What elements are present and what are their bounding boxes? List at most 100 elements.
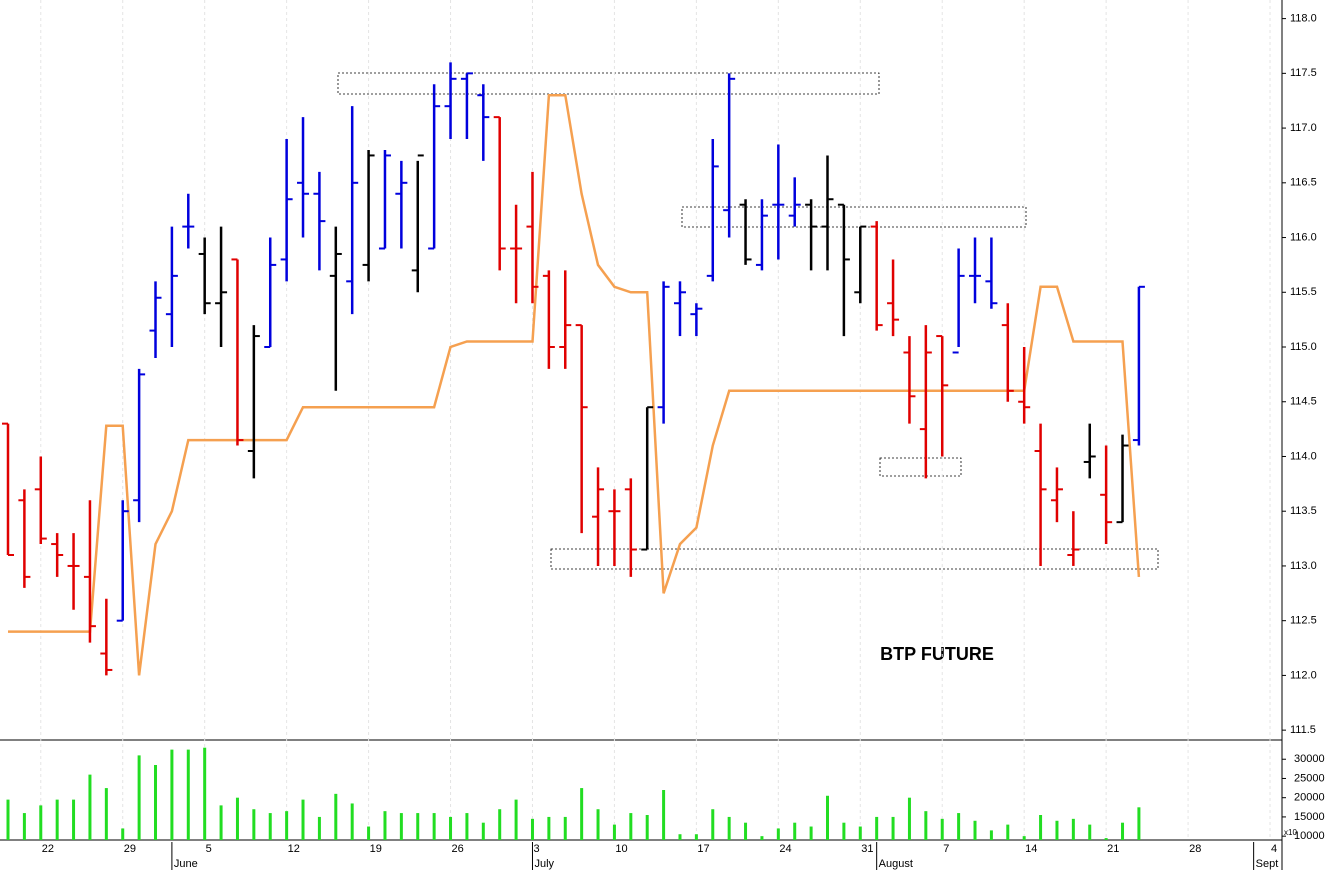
- volume-bar: [645, 815, 649, 840]
- volume-bar: [809, 826, 813, 840]
- volume-bar: [678, 834, 682, 840]
- y-tick-label: 116.5: [1290, 177, 1317, 189]
- volume-bar: [760, 836, 764, 840]
- x-tick-label: 29: [124, 843, 136, 855]
- x-tick-label: 4: [1271, 843, 1277, 855]
- volume-bar: [989, 830, 993, 840]
- x-tick-label: 7: [943, 843, 949, 855]
- volume-bar: [776, 828, 780, 840]
- volume-bar: [367, 826, 371, 840]
- volume-bar: [154, 765, 158, 840]
- y-tick-label: 117.5: [1290, 67, 1317, 79]
- volume-bar: [137, 755, 141, 840]
- volume-bar: [662, 790, 666, 840]
- volume-bar: [629, 813, 633, 840]
- x-tick-label: 12: [288, 843, 300, 855]
- month-label: August: [879, 858, 913, 870]
- y-tick-label: 115.0: [1290, 341, 1317, 353]
- x-tick-label: 5: [206, 843, 212, 855]
- y-tick-label: 113.0: [1290, 560, 1317, 572]
- x-tick-label: 22: [42, 843, 54, 855]
- indicator-line: [8, 93, 1141, 676]
- volume-bar: [186, 749, 190, 840]
- volume-bar: [301, 799, 305, 840]
- y-tick-label: 114.5: [1290, 396, 1317, 408]
- x-tick-label: 17: [697, 843, 709, 855]
- y-tick-label: 115.5: [1290, 286, 1317, 298]
- volume-bar: [826, 795, 829, 840]
- range-box: [879, 457, 962, 477]
- volume-bar: [219, 805, 223, 840]
- volume-bar: [694, 834, 698, 840]
- month-label: July: [534, 858, 554, 870]
- y-tick-label: 112.0: [1290, 669, 1317, 681]
- volume-bar: [1104, 838, 1108, 840]
- volume-bar: [235, 797, 239, 840]
- volume-bar: [6, 799, 10, 840]
- volume-bar: [1055, 820, 1059, 840]
- y-tick-label: 117.0: [1290, 122, 1317, 134]
- x-tick-label: 21: [1107, 843, 1119, 855]
- volume-bar: [1137, 807, 1141, 840]
- volume-bar: [334, 793, 338, 840]
- volume-unit: x10: [1284, 828, 1297, 837]
- month-label: Sept: [1256, 858, 1279, 870]
- x-tick-label: 31: [861, 843, 873, 855]
- volume-bar: [449, 816, 453, 840]
- volume-bar: [547, 816, 551, 840]
- volume-bar: [530, 818, 534, 840]
- y-tick-label: 111.5: [1290, 724, 1316, 736]
- volume-bar: [252, 809, 256, 840]
- y-tick-label: 10000: [1294, 830, 1325, 842]
- volume-bar: [875, 816, 879, 840]
- volume-bar: [940, 818, 944, 840]
- x-tick-label: 19: [370, 843, 382, 855]
- volume-bar: [317, 816, 321, 840]
- y-tick-label: 112.5: [1290, 615, 1317, 627]
- volume-bar: [612, 824, 616, 840]
- y-tick-label: 113.5: [1290, 505, 1317, 517]
- y-tick-label: 25000: [1294, 772, 1325, 784]
- volume-bar: [432, 813, 436, 840]
- volume-bar: [121, 828, 125, 840]
- volume-bar: [891, 816, 895, 840]
- volume-bar: [383, 811, 387, 840]
- annotation: BTP FUTURE: [880, 644, 994, 664]
- volume-bar: [596, 809, 600, 840]
- range-box: [550, 548, 1159, 570]
- x-tick-label: 28: [1189, 843, 1201, 855]
- volume-bar: [104, 788, 108, 840]
- volume-bar: [1088, 824, 1092, 840]
- month-label: June: [174, 858, 198, 870]
- volume-bar: [285, 811, 289, 840]
- y-tick-label: 15000: [1294, 811, 1325, 823]
- volume-bar: [88, 774, 92, 840]
- y-tick-label: 114.0: [1290, 450, 1317, 462]
- volume-bar: [268, 813, 272, 840]
- volume-bar: [203, 747, 207, 840]
- volume-bar: [22, 813, 26, 840]
- volume-bar: [39, 805, 43, 840]
- volume-bar: [924, 811, 928, 840]
- volume-bar: [1006, 824, 1010, 840]
- volume-bar: [563, 816, 567, 840]
- x-tick-label: 24: [779, 843, 791, 855]
- volume-bar: [514, 799, 518, 840]
- volume-bar: [350, 803, 354, 840]
- range-box: [681, 206, 1027, 228]
- volume-bar: [465, 813, 469, 840]
- volume-bar: [55, 799, 59, 840]
- volume-bar: [1022, 836, 1026, 840]
- volume-bar: [498, 809, 502, 840]
- volume-bar: [907, 797, 911, 840]
- volume-bar: [1071, 818, 1075, 840]
- x-tick-label: 10: [615, 843, 627, 855]
- x-tick-label: 14: [1025, 843, 1037, 855]
- volume-bar: [727, 816, 731, 840]
- x-tick-label: 3: [533, 843, 539, 855]
- volume-bar: [1121, 822, 1125, 840]
- volume-bar: [481, 822, 485, 840]
- range-box: [337, 72, 880, 95]
